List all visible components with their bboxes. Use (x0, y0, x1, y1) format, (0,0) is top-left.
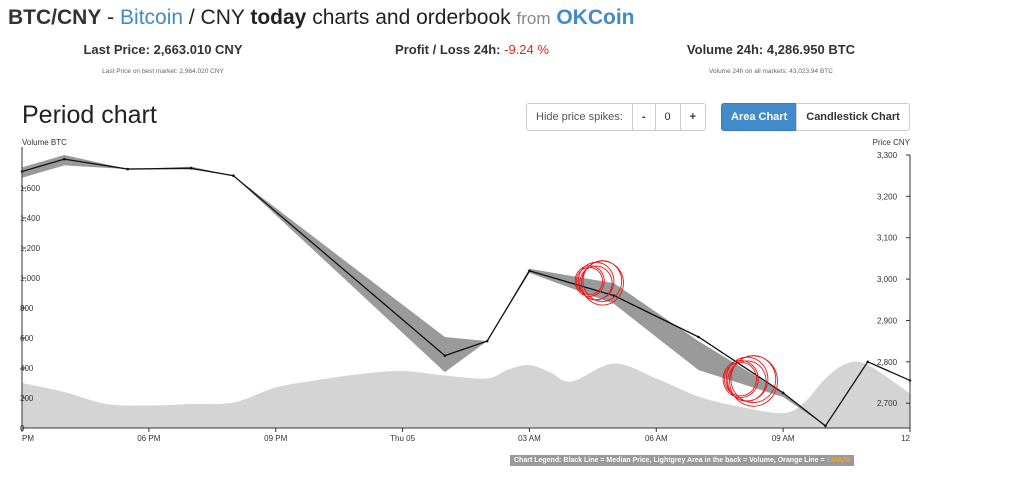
volume-tick-label: 1,400 (20, 214, 41, 223)
last-price-sub: Last Price on best market: 2,964.020 CNY (102, 68, 224, 75)
price-tick-label: 3,300 (877, 151, 898, 160)
volume-label: Volume 24h: (686, 42, 764, 57)
volume-tick-label: 1,200 (20, 244, 41, 253)
profit-value: -9.24 % (504, 42, 549, 57)
median-price-point (443, 354, 447, 357)
median-price-point (824, 424, 827, 428)
x-tick-label: 06 AM (645, 434, 668, 443)
x-tick-label: 03 AM (518, 434, 541, 443)
spike-controls: Hide price spikes: - 0 + (526, 103, 707, 131)
median-price-point (866, 360, 870, 364)
median-price-point (189, 166, 193, 170)
pair-title: BTC/CNY (8, 6, 102, 29)
legend-text: Chart Legend: Black Line = Median Price,… (514, 457, 827, 464)
red-scribble-1 (574, 260, 624, 306)
price-tick-label: 3,200 (877, 192, 898, 201)
page-header: BTC/CNY - Bitcoin / CNY today charts and… (8, 6, 634, 30)
header-today: today (250, 6, 307, 29)
left-axis-label: Volume BTC (22, 138, 67, 147)
median-price-point (697, 335, 700, 339)
profit-label: Profit / Loss 24h: (395, 42, 501, 57)
median-price-line (21, 158, 911, 427)
hide-spikes-label: Hide price spikes: (526, 103, 633, 131)
red-scribble-2 (722, 355, 778, 407)
volume-tick-label: 600 (20, 334, 34, 343)
area-chart-button[interactable]: Area Chart (721, 103, 798, 131)
price-tick-label: 2,700 (877, 399, 898, 408)
price-tick-label: 3,100 (877, 234, 898, 243)
legend-ema: EMA20 (826, 457, 850, 464)
volume-tick-label: 1,600 (20, 184, 41, 193)
candlestick-chart-button[interactable]: Candlestick Chart (796, 103, 910, 131)
x-tick-label: 09 PM (264, 434, 287, 443)
header-rest: charts and orderbook (306, 6, 517, 29)
median-price-point (126, 167, 130, 171)
price-tick-label: 2,900 (877, 316, 898, 325)
median-price-point (528, 269, 531, 273)
volume-stat: Volume 24h: 4,286.950 BTC Volume 24h on … (668, 42, 874, 75)
volume-area-layer (22, 361, 910, 428)
last-price-value: 2,663.010 CNY (153, 42, 243, 57)
chart-legend: Chart Legend: Black Line = Median Price,… (510, 455, 854, 466)
last-price-label: Last Price: (83, 42, 150, 57)
period-chart-title: Period chart (22, 101, 157, 129)
volume-tick-label: 200 (20, 394, 34, 403)
price-tick-label: 2,800 (877, 358, 898, 367)
header-from: from (516, 9, 551, 28)
header-currency: / CNY (183, 6, 251, 29)
right-axis-label: Price CNY (873, 138, 911, 147)
volume-value: 4,286.950 BTC (766, 42, 856, 57)
last-price-stat: Last Price: 2,663.010 CNY Last Price on … (63, 42, 263, 75)
profit-loss-stat: Profit / Loss 24h: -9.24 % (372, 42, 572, 57)
spikes-value[interactable]: 0 (654, 103, 681, 131)
x-tick-label: 12 (901, 434, 910, 443)
median-price-point (232, 174, 235, 177)
median-price-point (485, 339, 489, 343)
exchange-link[interactable]: OKCoin (556, 6, 635, 29)
annotation-layer (574, 260, 778, 407)
price-range-band (22, 155, 910, 426)
spikes-plus-button[interactable]: + (679, 103, 707, 131)
x-tick-label: PM (22, 434, 34, 443)
volume-area (22, 361, 910, 428)
volume-tick-label: 1,000 (20, 274, 41, 283)
header-separator: - (101, 6, 121, 29)
median-price-point (781, 391, 785, 395)
coin-link[interactable]: Bitcoin (120, 6, 184, 29)
volume-tick-label: 800 (20, 304, 34, 313)
volume-tick-label: 400 (20, 364, 34, 373)
volume-sub: Volume 24h on all markets: 43,023.94 BTC (709, 68, 833, 75)
median-price-layer (20, 157, 912, 428)
chart-type-toggle: Area Chart Candlestick Chart (721, 103, 910, 131)
x-tick-label: 09 AM (772, 434, 795, 443)
x-tick-label: Thu 05 (390, 434, 415, 443)
median-price-point (62, 157, 66, 161)
price-band-layer (22, 155, 910, 426)
x-tick-label: 06 PM (137, 434, 160, 443)
price-tick-label: 3,000 (877, 275, 898, 284)
